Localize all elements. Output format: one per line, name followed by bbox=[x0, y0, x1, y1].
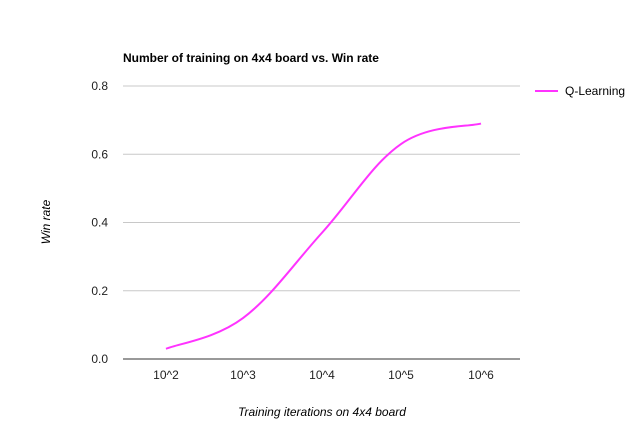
y-axis-ticks: 0.0 0.2 0.4 0.6 0.8 bbox=[91, 79, 108, 366]
chart-title: Number of training on 4x4 board vs. Win … bbox=[123, 51, 379, 65]
series-lines bbox=[165, 122, 482, 350]
y-axis-label: Win rate bbox=[39, 199, 53, 244]
y-tick-label: 0.4 bbox=[91, 216, 108, 230]
x-axis-ticks: 10^2 10^3 10^4 10^5 10^6 bbox=[153, 368, 494, 382]
x-tick-label: 10^3 bbox=[230, 368, 256, 382]
legend-label-q-learning: Q-Learning bbox=[565, 84, 625, 98]
y-tick-label: 0.0 bbox=[91, 352, 108, 366]
legend: Q-Learning bbox=[535, 84, 625, 98]
x-tick-label: 10^5 bbox=[388, 368, 414, 382]
x-axis-label: Training iterations on 4x4 board bbox=[238, 405, 406, 419]
x-tick-label: 10^4 bbox=[309, 368, 335, 382]
y-tick-label: 0.6 bbox=[91, 147, 108, 161]
y-tick-label: 0.8 bbox=[91, 79, 108, 93]
series-line-q-learning bbox=[165, 122, 482, 350]
x-tick-label: 10^6 bbox=[468, 368, 494, 382]
x-tick-label: 10^2 bbox=[153, 368, 179, 382]
y-tick-label: 0.2 bbox=[91, 284, 108, 298]
gridlines bbox=[123, 85, 520, 360]
